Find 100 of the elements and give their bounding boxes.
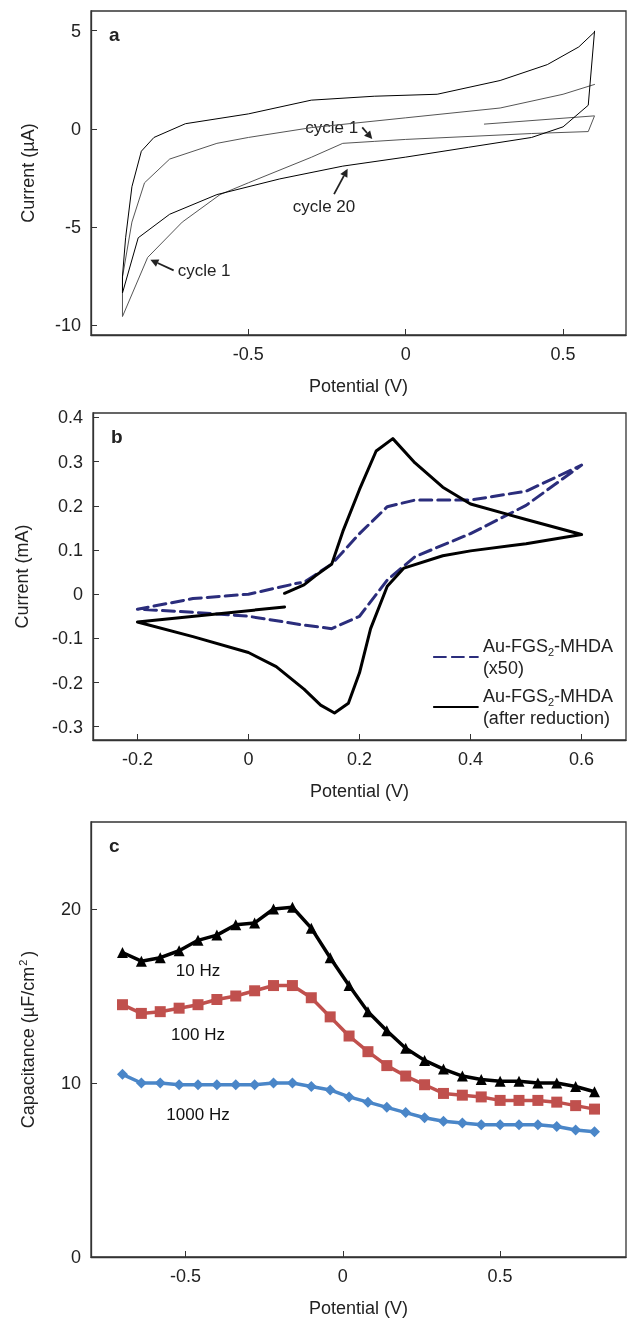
point: [268, 903, 280, 915]
y-tick-label: 5: [70, 20, 81, 41]
x-tick-label: 0.4: [458, 749, 484, 769]
y-tick-label: 0.3: [57, 451, 83, 472]
x-tick-label: 0.5: [487, 1266, 513, 1286]
y-tick-label: 0.2: [57, 495, 83, 516]
point: [135, 1007, 147, 1019]
point: [570, 1080, 582, 1092]
y-tick-label: -0.3: [51, 716, 83, 737]
point: [456, 1089, 468, 1101]
x-tick-label: -0.5: [232, 344, 264, 364]
point: [532, 1119, 544, 1131]
point: [362, 1096, 374, 1108]
y-axis-title: Current (µA): [18, 123, 38, 223]
point: [475, 1074, 487, 1086]
point: [211, 929, 223, 941]
point: [362, 1046, 374, 1058]
point: [230, 919, 242, 931]
y-tick-label: 0.1: [57, 539, 83, 560]
y-axis-title: Current (mA): [12, 524, 32, 629]
x-axis-title: Potential (V): [308, 376, 409, 396]
y-tick-label: 0: [72, 584, 83, 605]
point: [437, 1087, 449, 1099]
point: [249, 985, 261, 997]
point: [381, 1101, 393, 1113]
line-series: [121, 83, 596, 318]
annotation: b: [111, 426, 123, 447]
series-label: 100 Hz: [171, 1025, 225, 1045]
point: [589, 1103, 601, 1115]
point: [400, 1107, 412, 1119]
point: [589, 1086, 601, 1098]
y-tick-label: 0.4: [57, 407, 83, 428]
x-tick-label: 0.6: [569, 749, 595, 769]
point: [154, 952, 166, 964]
y-axis-title: Capacitance (µF/cm2): [16, 950, 38, 1129]
point: [324, 1011, 336, 1023]
point: [116, 1068, 128, 1080]
point: [551, 1121, 563, 1132]
point: [230, 990, 242, 1002]
point: [305, 922, 317, 934]
x-tick-label: 0: [337, 1266, 348, 1286]
point: [494, 1094, 506, 1106]
point: [513, 1075, 525, 1087]
annotation: cycle 1: [305, 117, 359, 137]
point: [192, 999, 204, 1011]
x-tick-label: 0: [243, 749, 254, 769]
series-label: 1000 Hz: [166, 1105, 230, 1125]
x-tick-label: 0.5: [550, 344, 576, 364]
point: [192, 934, 204, 946]
x-tick-label: 0: [400, 344, 411, 364]
x-tick-label: 0.2: [346, 749, 373, 769]
y-tick-label: -0.1: [51, 628, 83, 649]
point: [135, 1077, 147, 1089]
point: [286, 901, 298, 913]
point: [551, 1077, 563, 1089]
point: [494, 1075, 506, 1087]
point: [437, 1063, 449, 1075]
point: [211, 993, 223, 1005]
point: [305, 992, 317, 1004]
x-axis-title: Potential (V): [308, 1298, 409, 1318]
point: [400, 1070, 412, 1082]
point: [589, 1126, 601, 1138]
point: [343, 1030, 355, 1042]
y-tick-label: 0: [70, 1247, 81, 1267]
line-series: [135, 463, 584, 631]
point: [154, 1006, 166, 1018]
point: [324, 952, 336, 964]
point: [532, 1094, 544, 1106]
point: [400, 1042, 412, 1054]
y-tick-label: -5: [64, 217, 81, 237]
y-tick-label: 20: [60, 899, 81, 919]
point: [173, 1002, 185, 1014]
point: [116, 999, 128, 1011]
point: [343, 1091, 355, 1103]
point: [419, 1079, 431, 1091]
point: [343, 980, 355, 992]
point: [324, 1084, 336, 1096]
y-tick-label: 0: [70, 118, 81, 139]
point: [419, 1112, 431, 1124]
point: [551, 1096, 563, 1108]
annotation: cycle 1: [177, 260, 231, 280]
point: [532, 1077, 544, 1089]
point: [456, 1070, 468, 1082]
x-tick-label: -0.2: [121, 749, 153, 769]
x-axis-title: Potential (V): [309, 781, 410, 801]
point: [419, 1054, 431, 1066]
point: [305, 1080, 317, 1092]
x-tick-label: -0.5: [169, 1266, 201, 1286]
line-series: [121, 30, 596, 294]
point: [286, 980, 298, 992]
point: [570, 1100, 582, 1112]
y-tick-label: 10: [60, 1073, 81, 1093]
annotation: cycle 20: [292, 196, 356, 216]
annotation: a: [109, 24, 120, 45]
point: [135, 955, 147, 967]
annotation: c: [109, 835, 120, 856]
point: [381, 1060, 393, 1072]
y-tick-label: -0.2: [51, 672, 83, 693]
point: [116, 947, 128, 958]
y-tick-label: -10: [54, 315, 81, 336]
